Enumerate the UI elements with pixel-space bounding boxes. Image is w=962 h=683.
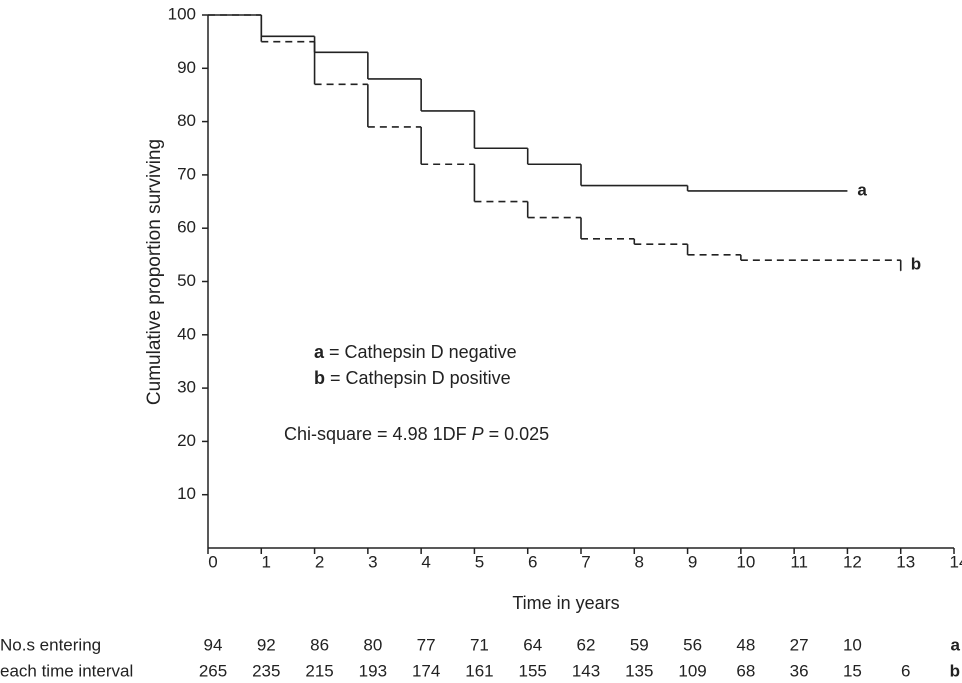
risk-count: 215	[305, 661, 333, 680]
risk-count: 56	[683, 635, 702, 654]
risk-count: 193	[359, 661, 387, 680]
x-tick-label: 4	[421, 552, 430, 571]
risk-count: 94	[204, 635, 223, 654]
x-tick-label: 0	[208, 552, 217, 571]
annotation: Chi-square = 4.98 1DF P = 0.025	[284, 424, 549, 444]
x-tick-label: 1	[262, 552, 271, 571]
risk-count: 161	[465, 661, 493, 680]
risk-count: 36	[790, 661, 809, 680]
risk-count: 10	[843, 635, 862, 654]
risk-count: 80	[363, 635, 382, 654]
risk-count: 27	[790, 635, 809, 654]
risk-count: 155	[519, 661, 547, 680]
legend-text: = Cathepsin D positive	[330, 368, 511, 388]
y-axis-title: Cumulative proportion surviving	[144, 139, 165, 405]
risk-count: 59	[630, 635, 649, 654]
x-tick-label: 7	[581, 552, 590, 571]
risk-row-key: b	[950, 661, 960, 680]
risk-count: 174	[412, 661, 440, 680]
x-tick-label: 11	[790, 552, 808, 571]
y-tick-label: 30	[177, 378, 196, 397]
x-tick-label: 14	[950, 552, 962, 571]
legend-entry: a = Cathepsin D negative	[314, 342, 517, 362]
risk-count: 15	[843, 661, 862, 680]
legend-entry: b = Cathepsin D positive	[314, 368, 511, 388]
x-tick-label: 9	[688, 552, 697, 571]
x-tick-label: 12	[843, 552, 862, 571]
risk-count: 143	[572, 661, 600, 680]
x-tick-label: 6	[528, 552, 537, 571]
curve-label: b	[911, 254, 921, 273]
x-axis-title: Time in years	[512, 593, 619, 613]
risk-count: 235	[252, 661, 280, 680]
x-tick-label: 8	[635, 552, 644, 571]
legend-text: = Cathepsin D negative	[329, 342, 517, 362]
x-tick-label: 10	[736, 552, 755, 571]
risk-count: 48	[736, 635, 755, 654]
legend-key: a	[314, 342, 325, 362]
x-tick-label: 5	[475, 552, 484, 571]
legend-key: b	[314, 368, 325, 388]
y-tick-label: 70	[177, 164, 196, 183]
x-tick-label: 13	[896, 552, 915, 571]
y-tick-label: 90	[177, 58, 196, 77]
y-tick-label: 100	[168, 4, 196, 23]
risk-count: 64	[523, 635, 542, 654]
risk-count: 77	[417, 635, 436, 654]
risk-row-key: a	[951, 635, 961, 654]
y-tick-label: 50	[177, 271, 196, 290]
risk-count: 109	[678, 661, 706, 680]
x-tick-label: 3	[368, 552, 377, 571]
risk-count: 265	[199, 661, 227, 680]
risk-table-label: each time interval	[0, 661, 133, 680]
risk-count: 62	[577, 635, 596, 654]
risk-count: 6	[901, 661, 910, 680]
curve-label: a	[857, 180, 867, 199]
risk-count: 68	[736, 661, 755, 680]
risk-count: 71	[470, 635, 489, 654]
risk-count: 135	[625, 661, 653, 680]
x-tick-label: 2	[315, 552, 324, 571]
risk-count: 92	[257, 635, 276, 654]
y-tick-label: 40	[177, 324, 196, 343]
risk-table-label: No.s entering	[0, 635, 101, 654]
y-tick-label: 80	[177, 111, 196, 130]
y-tick-label: 20	[177, 431, 196, 450]
y-tick-label: 60	[177, 218, 196, 237]
y-tick-label: 10	[177, 484, 196, 503]
risk-count: 86	[310, 635, 329, 654]
